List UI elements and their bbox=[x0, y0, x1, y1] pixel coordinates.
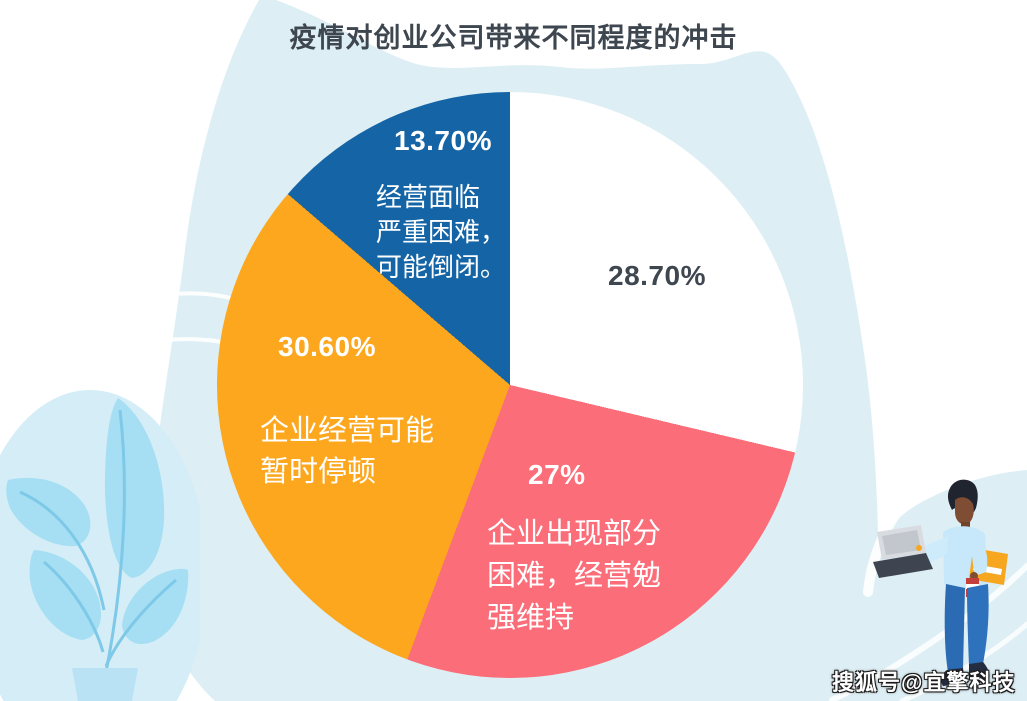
slice-value-label-white: 28.70% bbox=[608, 260, 706, 291]
laptop-pen-accent bbox=[916, 545, 922, 551]
person-shoe bbox=[940, 668, 965, 686]
slice-text-label-orange: 企业经营可能 暂时停顿 bbox=[260, 415, 435, 488]
plant-stems bbox=[19, 409, 177, 673]
plant-leaf bbox=[122, 568, 189, 645]
person-left-leg bbox=[944, 584, 965, 672]
pie-chart bbox=[217, 92, 803, 678]
chart-title: 疫情对创业公司带来不同程度的冲击 bbox=[289, 23, 738, 53]
slice-text-label-pink: 企业出现部分 困难，经营勉 强维持 bbox=[487, 518, 662, 634]
person-illustration bbox=[873, 479, 1008, 686]
person-shoe bbox=[969, 662, 990, 682]
watermark: 搜狐号@宜擎科技 bbox=[832, 670, 1016, 695]
swirl-line bbox=[829, 563, 1027, 701]
laptop-base bbox=[873, 553, 933, 578]
held-red-item-band bbox=[966, 584, 979, 589]
slice-text-label-blue: 经营面临 严重困难， 可能倒闭。 bbox=[376, 182, 507, 282]
plant-leaf bbox=[29, 550, 102, 640]
plant-pot bbox=[72, 668, 138, 701]
slice-value-label-blue: 13.70% bbox=[394, 125, 492, 156]
person-right-arm bbox=[971, 536, 988, 576]
slice-value-label-pink: 27% bbox=[528, 459, 586, 490]
potted-plant-illustration bbox=[0, 390, 200, 701]
person-right-leg bbox=[967, 584, 989, 666]
slice-value-label-orange: 30.60% bbox=[278, 331, 376, 362]
swirl-line bbox=[863, 451, 1027, 597]
plant-leaf bbox=[104, 398, 165, 578]
plant-backdrop-blob bbox=[0, 390, 200, 701]
person-face bbox=[955, 497, 974, 525]
laptop-screen-inner bbox=[882, 530, 921, 555]
